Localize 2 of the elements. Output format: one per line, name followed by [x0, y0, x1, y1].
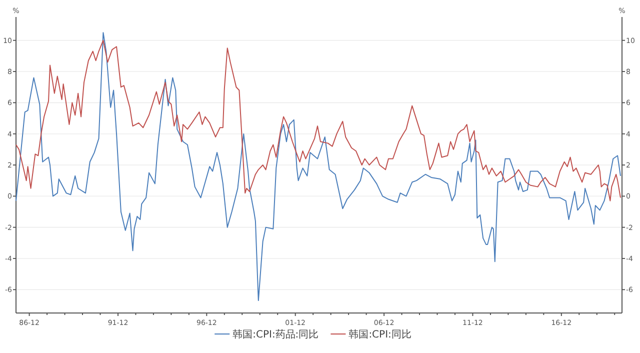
legend-label: 韩国:CPI:药品:同比 — [232, 328, 319, 340]
legend-label: 韩国:CPI:同比 — [348, 328, 412, 340]
